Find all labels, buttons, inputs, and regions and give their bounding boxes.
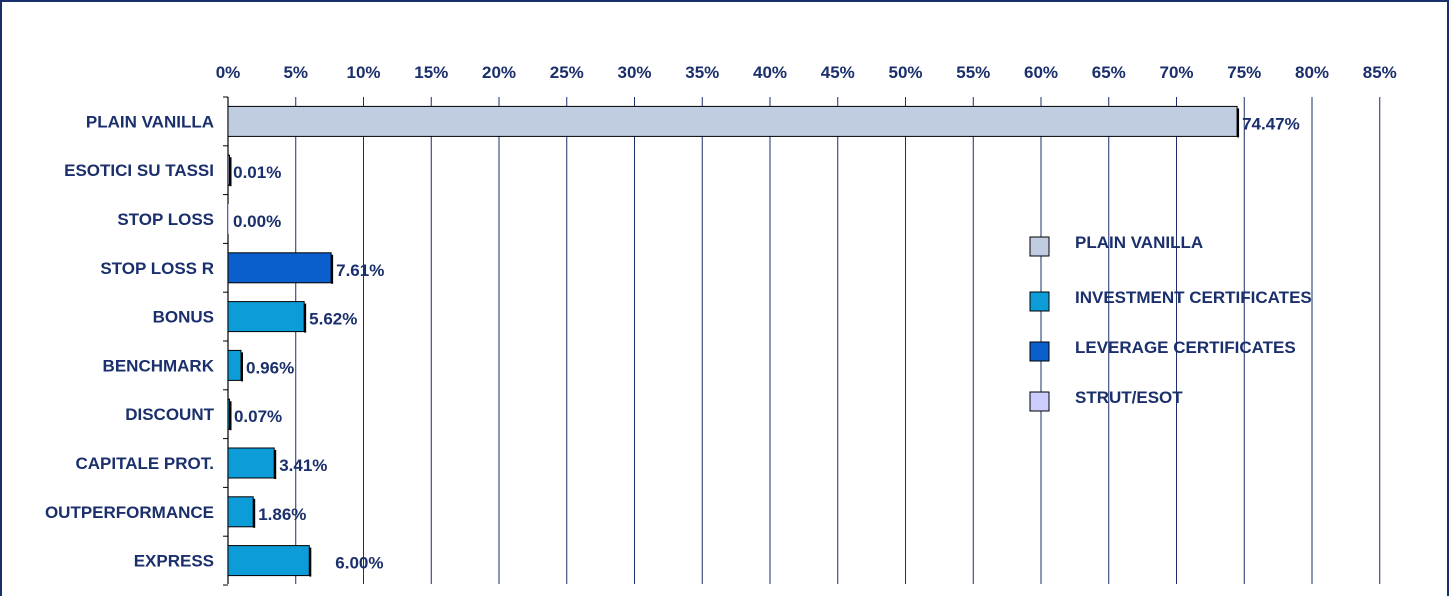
x-tick-label: 45% xyxy=(821,63,855,82)
legend: PLAIN VANILLA INVESTMENT CERTIFICATES LEVE… xyxy=(1029,233,1312,412)
x-tick-label: 15% xyxy=(414,63,448,82)
x-tick-label: 30% xyxy=(617,63,651,82)
x-tick-label: 70% xyxy=(1159,63,1193,82)
category-label: OUTPERFORMANCE xyxy=(45,503,214,522)
bars xyxy=(227,105,1240,577)
x-tick-label: 55% xyxy=(956,63,990,82)
value-label: 0.07% xyxy=(234,407,282,426)
bar xyxy=(227,252,332,284)
category-labels: PLAIN VANILLA ESOTICI SU TASSI STOP LOSS ST… xyxy=(45,112,215,570)
value-label: 3.41% xyxy=(279,456,327,475)
value-label: 0.01% xyxy=(233,163,281,182)
category-label: CAPITALE PROT. xyxy=(75,454,214,473)
category-label: STOP LOSS R xyxy=(100,259,214,278)
legend-swatch xyxy=(1029,291,1050,312)
x-tick-label: 50% xyxy=(888,63,922,82)
x-tick-label: 80% xyxy=(1295,63,1329,82)
value-label: 5.62% xyxy=(309,310,357,329)
x-tick-label: 85% xyxy=(1363,63,1397,82)
legend-label: STRUT/ESOT xyxy=(1075,388,1183,407)
bar xyxy=(227,447,275,479)
x-tick-label: 40% xyxy=(753,63,787,82)
value-label: 0.00% xyxy=(233,212,281,231)
x-tick-label: 25% xyxy=(550,63,584,82)
bar xyxy=(227,496,254,528)
legend-swatch xyxy=(1029,391,1050,412)
value-label: 7.61% xyxy=(336,261,384,280)
x-tick-label: 5% xyxy=(283,63,308,82)
legend-swatch xyxy=(1029,236,1050,257)
category-label: STOP LOSS xyxy=(117,210,214,229)
value-label: 0.96% xyxy=(246,358,294,377)
category-label: PLAIN VANILLA xyxy=(86,112,214,131)
bar xyxy=(227,105,1238,137)
grid-lines xyxy=(295,97,1381,584)
bar xyxy=(228,204,229,234)
x-tick-label: 65% xyxy=(1092,63,1126,82)
value-label: 6.00% xyxy=(335,554,383,573)
category-label: BENCHMARK xyxy=(103,356,215,375)
x-tick-label: 10% xyxy=(346,63,380,82)
value-label: 74.47% xyxy=(1242,114,1300,133)
value-label: 1.86% xyxy=(258,505,306,524)
category-label: BONUS xyxy=(153,308,214,327)
x-tick-label: 75% xyxy=(1227,63,1261,82)
x-axis-tick-labels: 0% 5% 10% 15% 20% 25% 30% 35% 40% 45% 50% 55% 60% 65%… xyxy=(216,63,1397,82)
category-label: DISCOUNT xyxy=(125,405,214,424)
x-tick-label: 60% xyxy=(1024,63,1058,82)
legend-label: PLAIN VANILLA xyxy=(1075,233,1203,252)
legend-swatch xyxy=(1029,341,1050,362)
bar xyxy=(227,545,310,577)
bar xyxy=(227,398,230,430)
legend-label: LEVERAGE CERTIFICATES xyxy=(1075,338,1296,357)
value-labels: 74.47% 0.01% 0.00% 7.61% 5.62% 0.96% 0.07% 3.41… xyxy=(233,114,1300,572)
legend-label: INVESTMENT CERTIFICATES xyxy=(1075,288,1312,307)
x-tick-label: 20% xyxy=(482,63,516,82)
bar xyxy=(227,301,305,333)
x-tick-label: 0% xyxy=(216,63,241,82)
x-tick-label: 35% xyxy=(685,63,719,82)
category-label: EXPRESS xyxy=(134,552,214,571)
bar xyxy=(227,349,242,381)
bar xyxy=(227,154,230,186)
category-label: ESOTICI SU TASSI xyxy=(64,161,214,180)
y-axis xyxy=(223,96,229,586)
